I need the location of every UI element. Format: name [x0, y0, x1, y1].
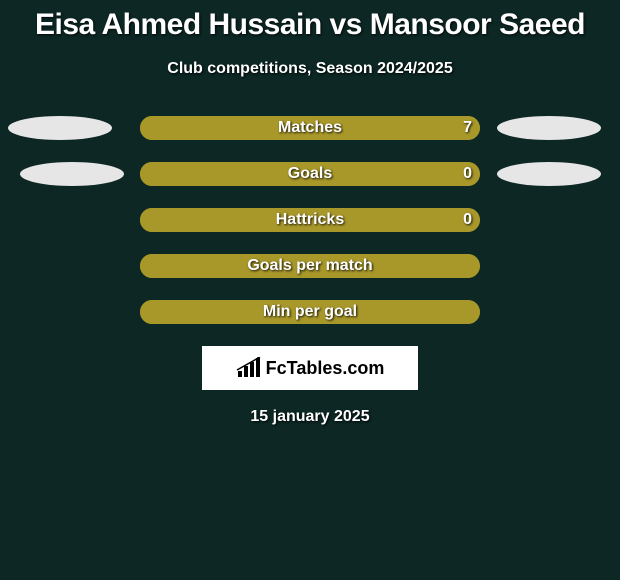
stat-label: Min per goal: [263, 303, 357, 321]
stat-bar: Matches: [140, 116, 480, 140]
stat-bar: Hattricks: [140, 208, 480, 232]
stat-value-right: 7: [463, 116, 472, 140]
stat-row: Min per goal: [0, 300, 620, 324]
stat-label: Goals per match: [247, 257, 372, 275]
stat-bar: Goals: [140, 162, 480, 186]
stat-label: Matches: [278, 119, 342, 137]
stats-container: Matches 7 Goals 0 Hattricks 0 Goals per match M…: [0, 116, 620, 324]
player2-marker: [497, 162, 601, 186]
stat-label: Goals: [288, 165, 332, 183]
player2-marker: [497, 116, 601, 140]
stat-row: Matches 7: [0, 116, 620, 140]
player1-marker: [20, 162, 124, 186]
page-title: Eisa Ahmed Hussain vs Mansoor Saeed: [0, 0, 620, 42]
stat-bar: Goals per match: [140, 254, 480, 278]
stat-value-right: 0: [463, 208, 472, 232]
stat-row: Hattricks 0: [0, 208, 620, 232]
stat-row: Goals 0: [0, 162, 620, 186]
stat-bar: Min per goal: [140, 300, 480, 324]
stat-value-right: 0: [463, 162, 472, 186]
bar-chart-icon: [236, 357, 262, 379]
date-label: 15 january 2025: [0, 408, 620, 426]
stat-label: Hattricks: [276, 211, 344, 229]
subtitle: Club competitions, Season 2024/2025: [0, 60, 620, 78]
stat-row: Goals per match: [0, 254, 620, 278]
source-logo: FcTables.com: [202, 346, 418, 390]
player1-marker: [8, 116, 112, 140]
logo-text: FcTables.com: [266, 358, 385, 379]
